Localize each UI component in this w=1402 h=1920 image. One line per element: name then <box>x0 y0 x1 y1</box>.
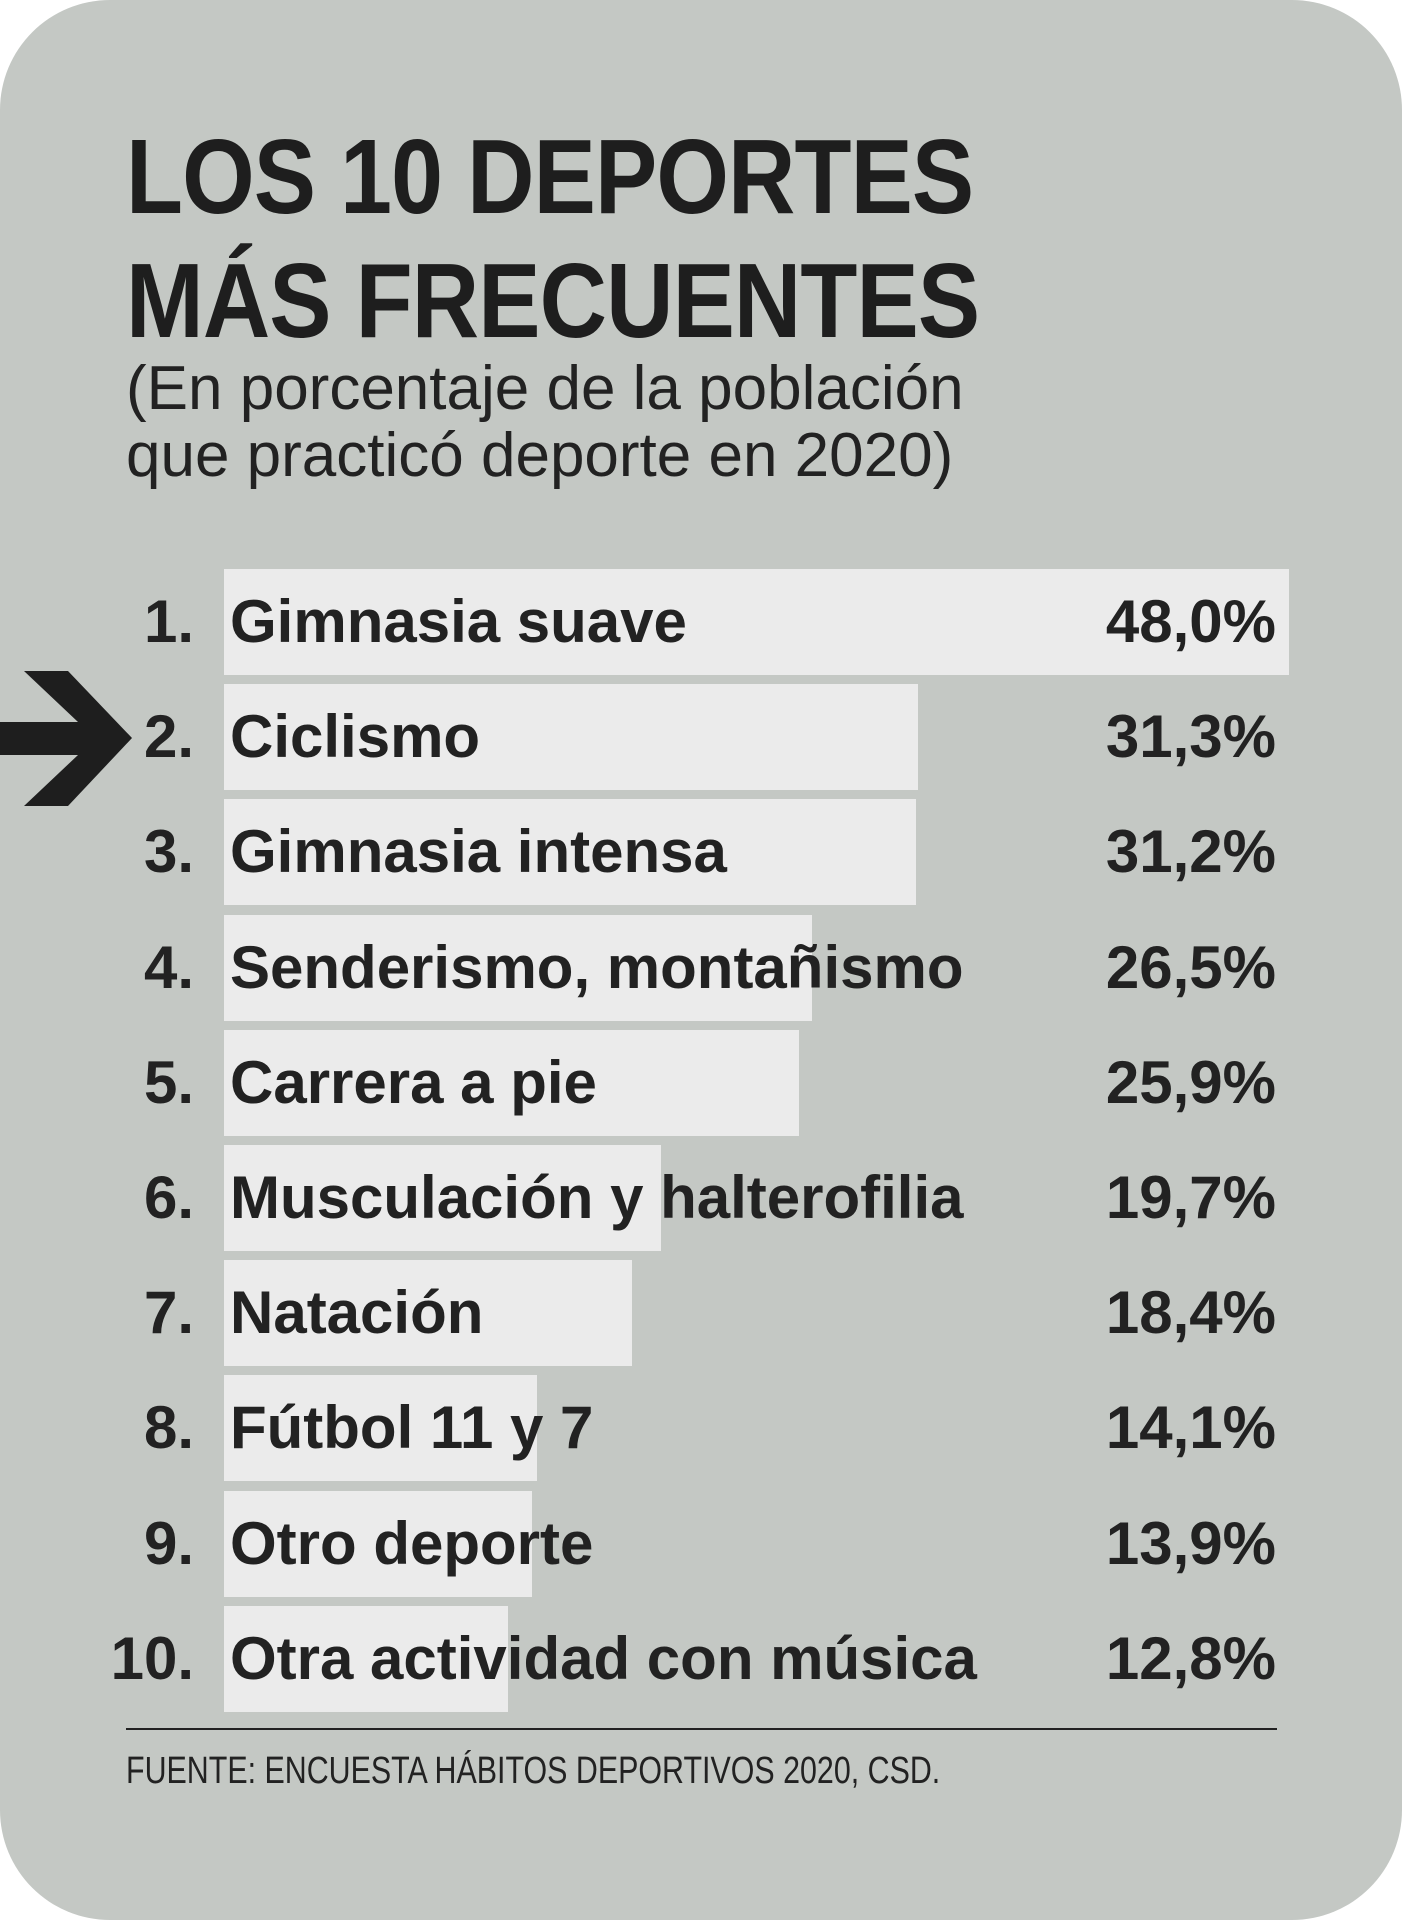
category-label: Musculación y halterofilia <box>230 1164 964 1231</box>
value-label: 18,4% <box>1105 1279 1276 1347</box>
value-label: 31,2% <box>1105 818 1276 886</box>
subtitle-line-1: (En porcentaje de la población <box>126 354 964 423</box>
value-label: 14,1% <box>1105 1394 1276 1462</box>
value-label: 13,9% <box>1105 1509 1276 1577</box>
bar <box>224 914 812 1021</box>
bar-row: 5. Carrera a pie 25,9% <box>0 1029 1402 1136</box>
source-note: FUENTE: ENCUESTA HÁBITOS DEPORTIVOS 2020… <box>126 1750 941 1792</box>
bar-row: 6. Musculación y halterofilia 19,7% <box>0 1145 1402 1251</box>
value-label: 12,8% <box>1105 1624 1276 1692</box>
category-label: Otra actividad con música <box>230 1624 977 1692</box>
category-label: Otro deporte <box>230 1509 594 1577</box>
rank-label: 2. <box>143 703 194 771</box>
bar-row: 10. Otra actividad con música 12,8% <box>0 1605 1402 1712</box>
title-line-1: LOS 10 DEPORTES <box>126 118 974 236</box>
value-label: 19,7% <box>1105 1164 1276 1231</box>
category-label: Natación <box>230 1279 484 1347</box>
bar-row: 1. Gimnasia suave 48,0% <box>0 569 1402 675</box>
rank-label: 10. <box>110 1624 194 1692</box>
subtitle-line-2: que practicó deporte en 2020) <box>126 421 954 490</box>
bar <box>224 1029 799 1136</box>
rank-label: 9. <box>143 1509 194 1577</box>
value-label: 48,0% <box>1105 588 1276 655</box>
bar <box>224 1375 537 1482</box>
value-label: 26,5% <box>1105 933 1276 1001</box>
divider <box>126 1728 1277 1730</box>
bar-row: 3. Gimnasia intensa 31,2% <box>0 799 1402 906</box>
category-label: Ciclismo <box>230 703 481 771</box>
bar-row: 4. Senderismo, montañismo 26,5% <box>0 914 1402 1021</box>
category-label: Senderismo, montañismo <box>230 933 964 1001</box>
rank-label: 7. <box>143 1279 194 1347</box>
bar <box>224 1145 662 1251</box>
bar-row: 2. Ciclismo 31,3% <box>0 684 1402 791</box>
rank-label: 6. <box>143 1164 194 1231</box>
bar <box>224 1605 508 1712</box>
bar-row: 9. Otro deporte 13,9% <box>0 1490 1402 1597</box>
bar <box>224 799 917 906</box>
rank-label: 8. <box>143 1394 194 1462</box>
bar-row: 7. Natación 18,4% <box>0 1260 1402 1367</box>
rank-label: 3. <box>143 818 194 886</box>
bar <box>224 684 919 791</box>
category-label: Gimnasia intensa <box>230 818 727 886</box>
title-line-2: MÁS FRECUENTES <box>126 242 980 360</box>
arrow-right-icon <box>0 671 132 806</box>
bar <box>224 1490 533 1597</box>
bar <box>224 1260 633 1367</box>
category-label: Gimnasia suave <box>230 588 687 655</box>
bar-row: 8. Fútbol 11 y 7 14,1% <box>0 1375 1402 1482</box>
bar <box>224 569 1289 675</box>
value-label: 31,3% <box>1105 703 1276 771</box>
category-label: Carrera a pie <box>230 1048 597 1116</box>
rank-label: 4. <box>143 933 194 1001</box>
rank-label: 1. <box>143 588 194 655</box>
value-label: 25,9% <box>1105 1048 1276 1116</box>
category-label: Fútbol 11 y 7 <box>230 1394 594 1462</box>
rank-label: 5. <box>143 1048 194 1116</box>
